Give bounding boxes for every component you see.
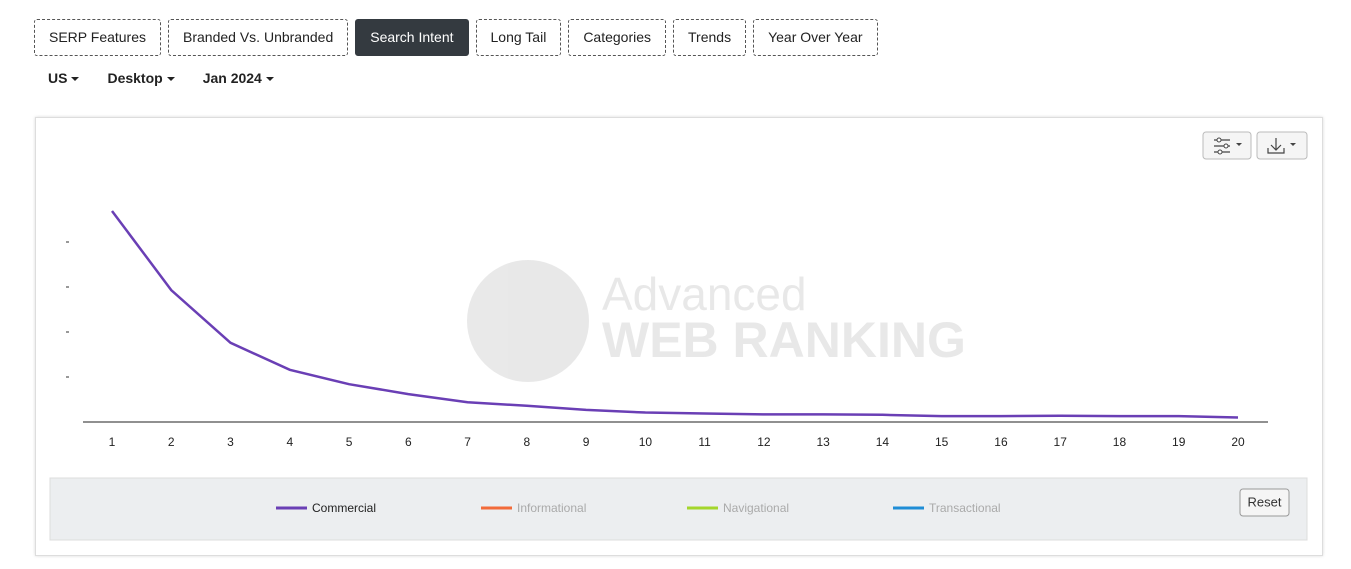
tab-bar: SERP Features Branded Vs. Unbranded Search… [34,19,878,56]
tab[interactable]: Categories [568,19,667,56]
x-tick-label: 7 [464,435,471,449]
settings-icon [1217,149,1223,155]
caret [1290,143,1296,146]
legend-label[interactable]: Navigational [723,501,789,515]
x-tick-label: 18 [1113,435,1127,449]
x-tick-label: 9 [583,435,590,449]
x-tick-label: 3 [227,435,234,449]
reset-button[interactable] [1239,488,1290,517]
x-tick-label: 15 [935,435,949,449]
tab[interactable]: Search Intent [355,19,469,56]
settings-icon [1216,137,1222,143]
x-tick-label: 2 [168,435,175,449]
x-tick-label: 6 [405,435,412,449]
x-tick-label: 10 [639,435,653,449]
x-tick-label: 13 [816,435,830,449]
legend-box [49,477,1308,541]
download-icon [1267,138,1285,154]
toolbar [1202,131,1308,160]
download-button[interactable] [1256,131,1308,160]
reset-label: Reset [1248,494,1282,509]
x-tick-label: 14 [876,435,890,449]
data-line [110,210,1239,419]
watermark-text: WEB RANKING [602,312,966,368]
x-tick-label: 17 [1054,435,1068,449]
x-tick-label: 4 [286,435,293,449]
legend-label[interactable]: Transactional [929,501,1001,515]
x-tick-label: 1 [109,435,116,449]
tab[interactable]: Long Tail [475,19,562,56]
x-tick-label: 12 [757,435,771,449]
x-tick-label: 16 [994,435,1008,449]
x-tick-label: 5 [346,435,353,449]
chart-panel [35,117,1323,556]
filter-dropdown[interactable]: Jan 2024 [203,70,274,86]
legend-label[interactable]: Informational [517,501,586,515]
watermark-globe [467,260,589,382]
x-tick-label: 19 [1172,435,1186,449]
x-tick-label: 8 [523,435,530,449]
tab[interactable]: Trends [673,19,747,56]
tab[interactable]: Branded Vs. Unbranded [168,19,349,56]
watermark: Advanced WEB RANKING [467,260,966,382]
filter-dropdown[interactable]: US [48,70,79,86]
tab[interactable]: Year Over Year [753,19,878,56]
settings-icon [1223,143,1229,149]
tab[interactable]: SERP Features [34,19,162,56]
filter-bar: US Desktop Jan 2024 [48,70,274,86]
watermark-text: Advanced [602,268,807,320]
x-tick-label: 20 [1231,435,1245,449]
x-tick-label: 11 [698,435,711,449]
caret [1236,143,1242,146]
filter-dropdown[interactable]: Desktop [107,70,174,86]
legend-label[interactable]: Commercial [312,501,376,515]
